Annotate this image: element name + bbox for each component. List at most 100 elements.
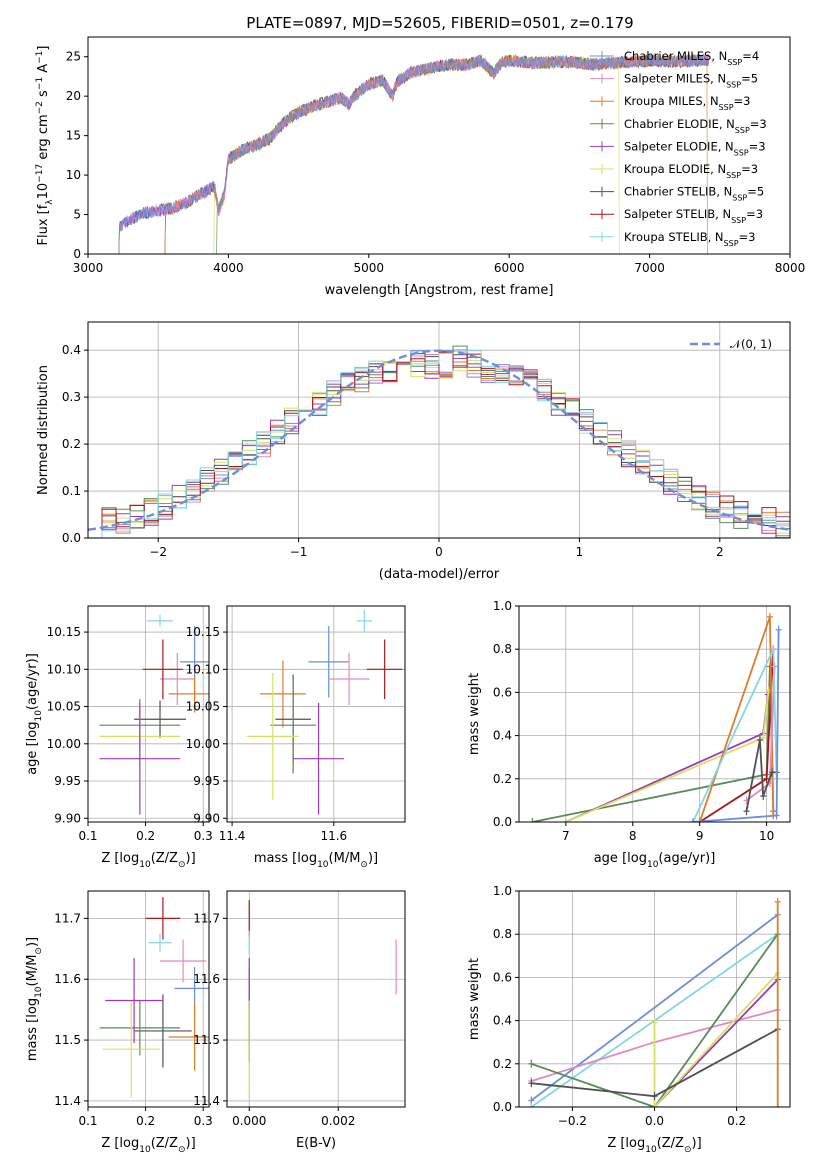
y-tick-label: 10.00 <box>47 737 81 751</box>
legend-name: Salpeter STELIB, N <box>624 207 731 221</box>
y-axis-label-part: A <box>36 64 51 77</box>
errorbar-point <box>356 609 372 633</box>
z-weight-panel: −0.2 0.0 0.2 0.0 0.2 0.4 0.6 0.8 1.0 Z [log10(Z/Z… <box>467 884 791 1155</box>
errorbar-point <box>99 702 181 815</box>
y-tick-label: 11.7 <box>54 911 81 925</box>
errorbar-point <box>147 614 173 627</box>
residuals-panel: −2 −1 0 1 2 0.0 0.1 0.2 0.3 0.4 𝒩(0, 1) (data-model… <box>36 321 791 582</box>
x-tick-label: 0.002 <box>321 1114 355 1128</box>
x-tick-label: 11.6 <box>320 829 347 843</box>
x-axis-label-part: mass [log <box>254 851 317 866</box>
x-tick-label: 3000 <box>73 261 104 275</box>
y-tick-label: 0.0 <box>493 815 512 829</box>
errorbar-point <box>134 700 186 738</box>
y-tick-label: 10.15 <box>186 625 220 639</box>
legend-sub: SSP <box>719 103 734 112</box>
legend-sub: SSP <box>726 171 741 180</box>
spectrum-line <box>118 53 709 254</box>
legend-val: =5 <box>741 72 758 86</box>
y-tick-label: 10 <box>66 168 81 182</box>
y-tick-label: 10.15 <box>47 625 81 639</box>
y-tick-label: 20 <box>66 89 81 103</box>
legend-sub: SSP <box>732 193 747 202</box>
legend-sub: SSP <box>731 216 746 225</box>
x-axis-label-part: 10 <box>139 1145 151 1155</box>
legend-entry: Salpeter MILES, NSSP=5 <box>624 72 758 90</box>
legend-val: =3 <box>746 207 763 221</box>
y-tick-label: 11.5 <box>54 1033 81 1047</box>
y-axis-label-part: (M/M <box>25 955 40 987</box>
x-axis-label-part: )] <box>186 851 196 866</box>
y-tick-label: 11.4 <box>54 1094 81 1108</box>
y-tick-label: 0.3 <box>62 390 81 404</box>
y-axis-label: age [log10(age/yr)] <box>25 653 44 775</box>
gaussian-curve <box>88 349 790 531</box>
x-axis-label-part: )] <box>692 1136 702 1151</box>
y-axis-label-part: λ <box>45 199 55 205</box>
y-axis-label-part: −1 <box>35 51 45 64</box>
legend-val: =3 <box>734 94 751 108</box>
legend-val: =4 <box>742 49 759 63</box>
x-tick-label: 10 <box>759 829 774 843</box>
errorbar-point <box>142 639 184 700</box>
x-axis-label-part: )] <box>186 1136 196 1151</box>
legend-entry: Kroupa ELODIE, NSSP=3 <box>624 162 758 180</box>
z-age-panel: 0.1 0.2 0.3 9.90 9.95 10.00 10.05 10.10 10.15 Z [… <box>25 605 213 870</box>
y-tick-label: 0.6 <box>493 970 512 984</box>
x-tick-label: 0.1 <box>78 829 97 843</box>
x-axis-label-part: Z [log <box>607 1136 645 1151</box>
errorbar-points <box>99 614 209 815</box>
spectrum-line <box>118 53 709 254</box>
errorbar-point <box>168 1003 209 1071</box>
legend-val: =3 <box>741 162 758 176</box>
errorbar-point <box>160 652 195 706</box>
y-axis-label-part: s <box>36 90 51 101</box>
y-axis-label-part: mass [log <box>25 998 40 1061</box>
axes-frame <box>226 605 406 823</box>
y-axis-label-part: −17 <box>35 164 45 183</box>
x-tick-label: 9 <box>696 829 704 843</box>
errorbar-point <box>134 994 192 1068</box>
y-tick-label: 15 <box>66 129 81 143</box>
axes-frame <box>87 890 210 1108</box>
errorbar-point <box>160 939 207 983</box>
y-tick-label: 11.7 <box>193 911 220 925</box>
y-axis-label-part: age [log <box>25 722 40 775</box>
y-tick-label: 10.05 <box>186 700 220 714</box>
x-axis-label: E(B-V) <box>296 1136 336 1151</box>
x-tick-label: 0.3 <box>194 1114 213 1128</box>
legend-sub: SSP <box>726 80 741 89</box>
legend-name: Salpeter MILES, N <box>624 72 726 86</box>
x-axis-label-part: ⊙ <box>178 1145 186 1155</box>
legend-sub: SSP <box>734 148 749 157</box>
errorbar-point <box>174 967 209 1010</box>
errorbar-point <box>260 660 306 728</box>
y-axis-label-part: 10 <box>34 986 44 998</box>
x-tick-label: 0.2 <box>727 1114 746 1128</box>
y-axis-label-part: 10 <box>34 710 44 722</box>
legend-val: =3 <box>739 230 756 244</box>
x-axis-label-part: 10 <box>645 1145 657 1155</box>
y-tick-label: 0 <box>73 247 81 261</box>
errorbar-point <box>168 675 209 713</box>
y-tick-label: 1.0 <box>493 599 512 613</box>
x-tick-label: 4000 <box>213 261 244 275</box>
legend-name: Chabrier ELODIE, N <box>624 117 735 131</box>
y-tick-label: 10.10 <box>47 662 81 676</box>
x-axis-label-part: Z [log <box>101 1136 139 1151</box>
legend-entry: Chabrier STELIB, NSSP=5 <box>624 185 764 203</box>
y-axis-label: Normed distribution <box>36 365 51 495</box>
x-axis-label: (data-model)/error <box>379 567 500 582</box>
y-tick-label: 0.6 <box>493 685 512 699</box>
y-tick-label: 10.00 <box>186 737 220 751</box>
y-tick-label: 5 <box>73 208 81 222</box>
errorbar-point <box>148 933 172 952</box>
legend-name: Kroupa MILES, N <box>624 94 719 108</box>
x-tick-label: 1 <box>576 545 584 559</box>
errorbar-point <box>270 676 316 774</box>
x-axis-label-part: age [log <box>594 851 647 866</box>
y-tick-label: 9.95 <box>54 774 81 788</box>
spectrum-line <box>118 53 709 254</box>
y-tick-label: 11.6 <box>193 972 220 986</box>
y-tick-label: 9.90 <box>193 811 220 825</box>
